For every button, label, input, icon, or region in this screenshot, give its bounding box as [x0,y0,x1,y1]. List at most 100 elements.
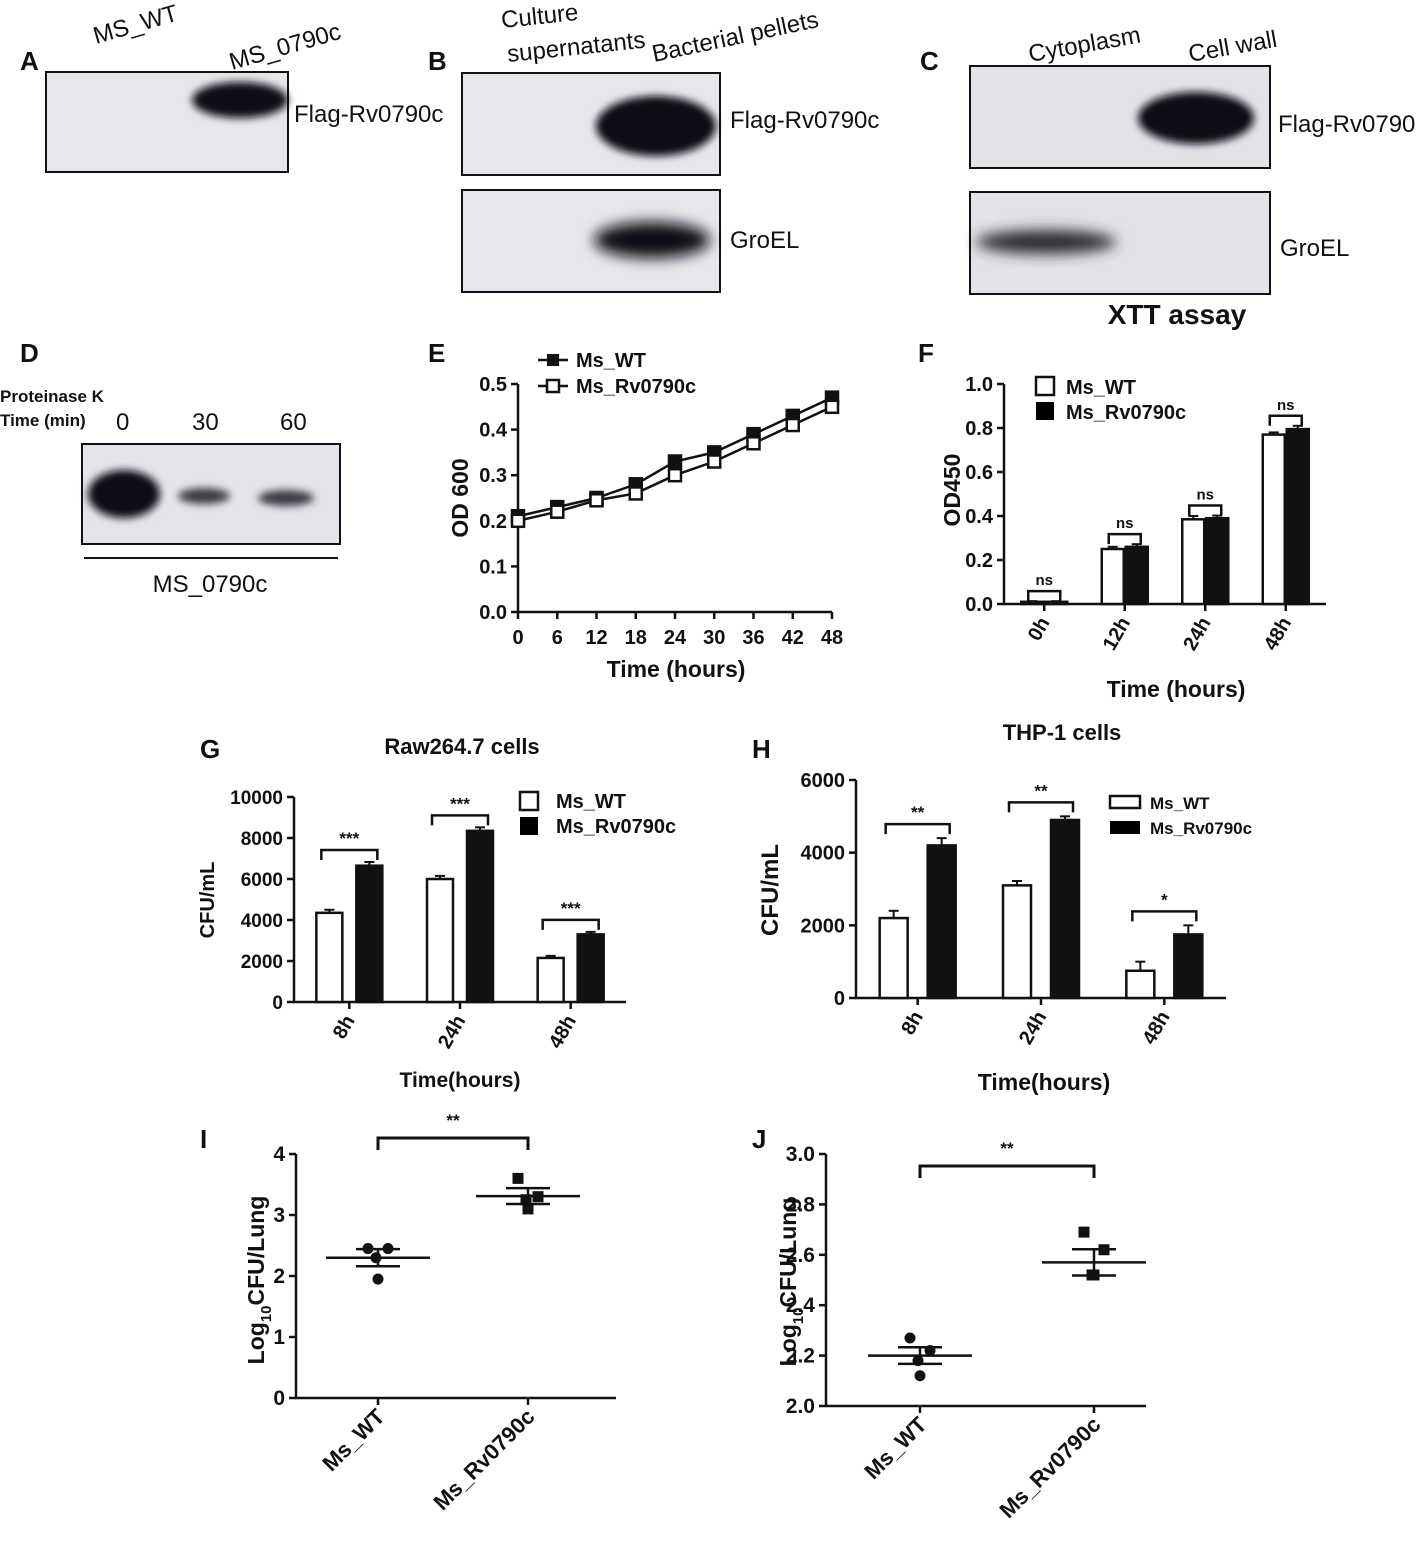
legend-marker-ms-wt [1108,794,1142,810]
bar-ms-wt [1001,884,1033,1000]
significance-label: * [1161,890,1168,909]
blot-d: Proteinase K Time (min) 0 30 60 MS_0790c [0,387,341,598]
chart-f-xlabel: Time (hours) [1107,676,1246,702]
bar-ms-rv0790c [576,933,605,1004]
data-point [667,467,683,483]
y-tick-label: 2.2 [786,1345,815,1368]
chart-i-axes [289,1152,616,1405]
y-tick-label: 2.4 [786,1294,816,1317]
significance-label: ** [1000,1139,1014,1158]
data-point [512,1172,524,1184]
blot-a: MS_WT MS_0790c Flag-Rv0790c [45,0,443,173]
lane-label-cell-wall: Cell wall [1186,26,1279,68]
ylabel-rest: CFU/Lung [775,1198,801,1308]
bar-ms-rv0790c [1173,933,1204,1000]
row-label-time: Time (min) [0,411,86,430]
blot-band [594,222,710,258]
legend-marker-ms-rv0790c [1036,402,1054,420]
x-tick-label: 8h [897,1008,928,1039]
x-tick-label: Ms_WT [317,1403,390,1476]
bar-ms-wt [425,877,455,1004]
significance-label: *** [339,829,359,848]
ylabel-subscript: 10 [790,1308,807,1325]
x-tick-label: 8h [329,1012,360,1043]
data-point [628,486,643,501]
chart-e-growth-curve: 0.0 0.1 0.2 0.3 0.4 0.5 0 6 12 18 24 30 36 42 48 Ms_WT… [447,350,843,682]
time-label-0: 0 [116,409,129,436]
data-point [520,1194,532,1206]
chart-j-axes [819,1152,1146,1413]
chart-f-title: XTT assay [1108,299,1247,330]
chart-h-ylabel: CFU/mL [757,844,784,936]
data-point [1078,1226,1090,1238]
bar-ms-rv0790c [1285,427,1310,606]
y-tick-label: 0.8 [965,418,993,440]
legend-marker-ms-wt [1034,375,1056,397]
x-tick-label: 12 [585,627,607,649]
data-point [589,493,604,508]
y-tick-label: 4000 [801,843,846,865]
significance-bracket [1107,532,1142,545]
significance-label: *** [450,794,470,813]
chart-i-ticks: 0 1 2 3 4 Ms_WT Ms_Rv0790c [273,1143,539,1515]
y-tick-label: 4 [273,1143,285,1166]
data-point [667,454,683,469]
significance-bracket [918,1164,1096,1178]
y-tick-label: 0.3 [479,465,507,487]
data-point [746,436,761,451]
bar-ms-rv0790c [1049,818,1081,1000]
x-tick-label: 48 [821,627,843,649]
y-tick-label: 1.0 [965,374,993,396]
significance-bracket [1188,504,1223,516]
bar-ms-wt [1100,547,1125,606]
bar-ms-wt [1125,969,1156,1000]
bar-ms-wt [536,956,565,1004]
chart-j-lung-cfu: 2.0 2.2 2.4 2.6 2.8 3.0 Ms_WT Ms_Rv0790c ** Log… [775,1139,1146,1523]
data-point [912,1355,924,1367]
data-point [550,504,565,519]
legend-marker-ms-rv0790c [545,378,561,394]
x-tick-label: 6 [552,627,563,649]
y-tick-label: 8000 [241,829,283,850]
panel-letter-d: D [20,338,39,368]
panel-letter-i: I [200,1124,207,1154]
x-tick-label: 30 [703,627,725,649]
significance-bracket [1268,414,1303,426]
x-tick-label: 0 [512,627,523,649]
significance-bracket [1007,801,1075,813]
legend-label-ms-wt: Ms_WT [556,791,626,813]
chart-j-ylabel: Log10CFU/Lung [775,1198,807,1367]
chart-j-ticks: 2.0 2.2 2.4 2.6 2.8 3.0 Ms_WT Ms_Rv0790c [786,1143,1106,1523]
x-tick-label: 24h [1179,614,1215,655]
x-tick-label: 0h [1024,614,1055,645]
significance-bracket [884,822,951,835]
x-tick-label: Ms_WT [859,1411,932,1484]
data-point [370,1252,382,1264]
significance-bracket [320,848,379,860]
y-tick-label: 1 [273,1326,285,1349]
x-tick-label: 48h [545,1012,581,1053]
y-tick-label: 4000 [241,911,283,932]
y-tick-label: 3 [273,1204,285,1227]
ylabel-rest: CFU/Lung [243,1196,269,1306]
panel-letter-a: A [20,46,39,76]
strain-label: MS_0790c [153,571,268,598]
legend-label-ms-wt: Ms_WT [576,350,646,372]
legend-label-ms-wt: Ms_WT [1150,794,1210,813]
legend-label-ms-rv0790c: Ms_Rv0790c [1066,402,1186,424]
y-tick-label: 0.5 [479,374,507,396]
chart-h-axes [849,778,1226,1005]
chart-g-legend: Ms_WT Ms_Rv0790c [518,790,676,838]
bar-ms-rv0790c [1124,545,1149,606]
significance-bracket [541,918,600,930]
blot-band [88,470,160,518]
band-label-groel: GroEL [730,227,799,254]
chart-e-ylabel: OD 600 [447,458,473,537]
y-tick-label: 6000 [801,770,846,792]
significance-label: ns [1277,397,1295,414]
data-point [372,1273,384,1285]
significance-label: ** [911,803,925,822]
bar-ms-wt [1181,518,1206,606]
chart-h-xlabel: Time(hours) [978,1069,1110,1095]
